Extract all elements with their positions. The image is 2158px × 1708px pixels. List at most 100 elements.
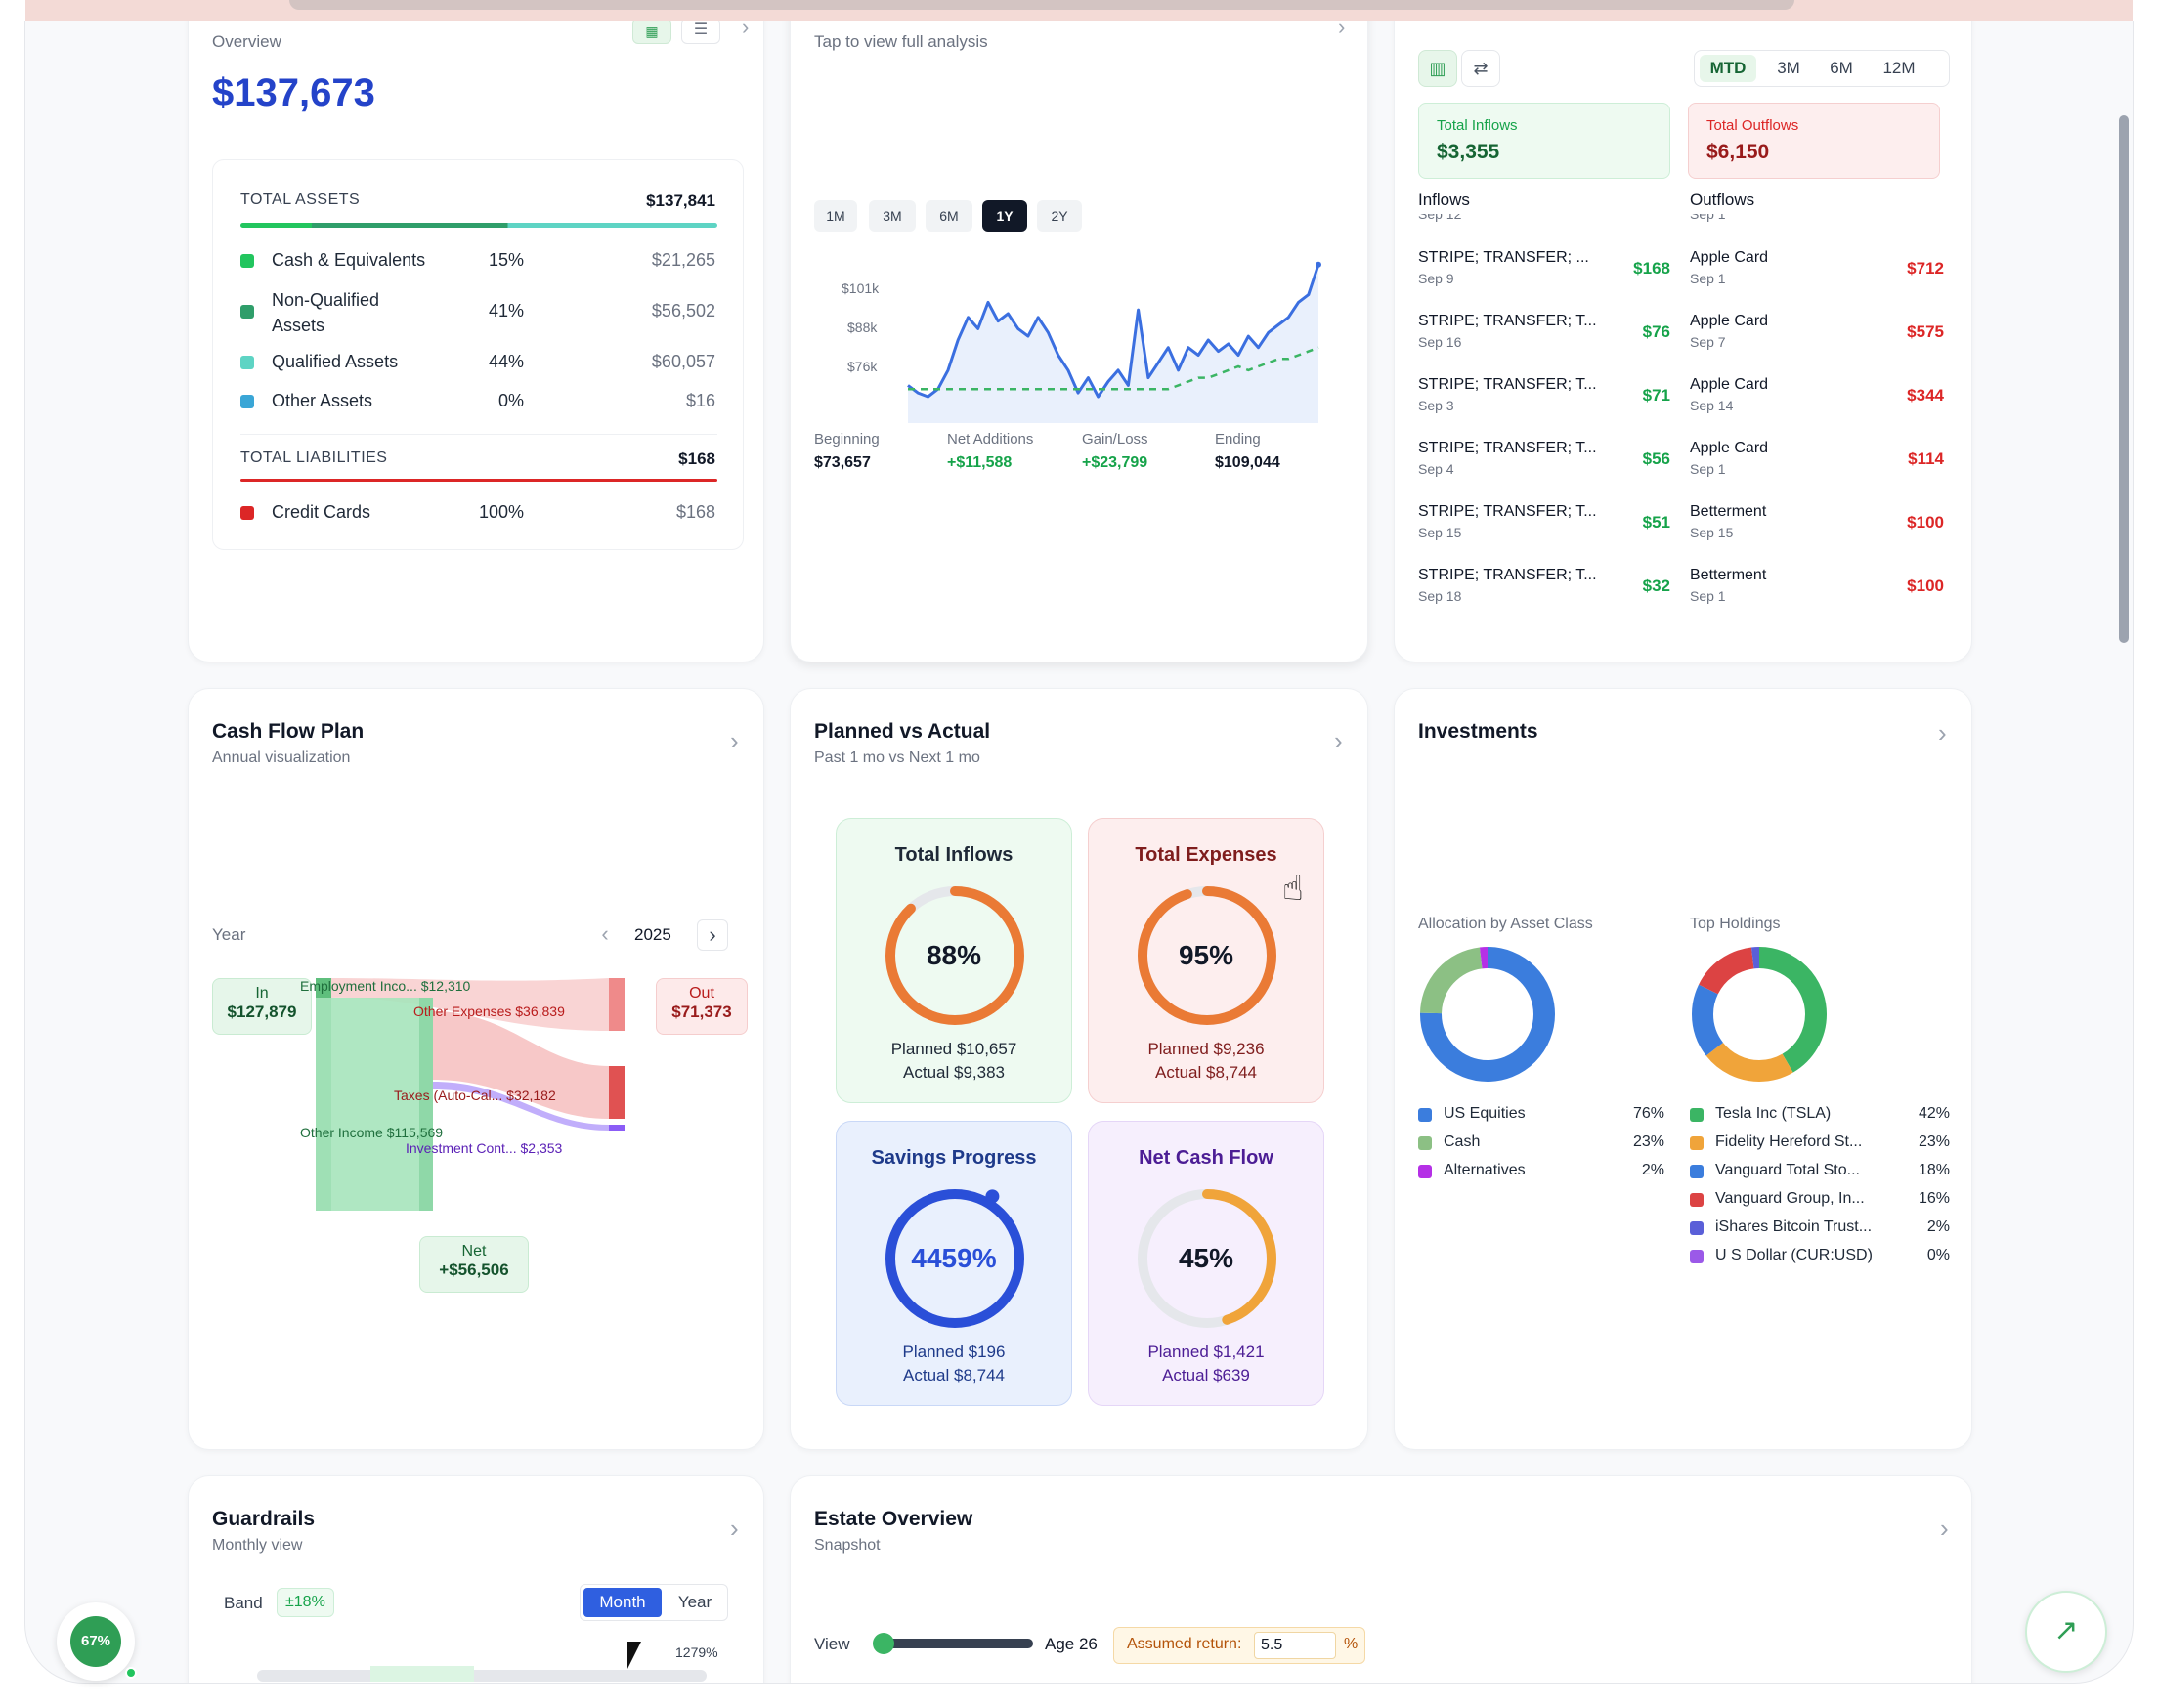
performance-card[interactable]: Tap to view full analysis › 1M 3M 6M 1Y … [790, 21, 1368, 662]
sankey-diagram[interactable] [316, 972, 648, 1226]
chevron-right-icon[interactable]: › [1334, 726, 1343, 755]
inflow-name: STRIPE; TRANSFER; T... [1418, 376, 1597, 393]
age-label: Age 26 [1045, 1635, 1098, 1653]
swap-toggle[interactable]: ⇄ [1461, 50, 1500, 87]
pva-tile-details: Planned $1,421 Actual $639 [1089, 1341, 1323, 1388]
legend-swatch [240, 305, 254, 319]
holding-slice-1 [1692, 947, 1827, 1082]
pva-ring-chart [1138, 886, 1276, 1025]
cashflow-plan-card[interactable]: Cash Flow Plan Annual visualization › Ye… [188, 688, 764, 1450]
overview-card[interactable]: Overview ▦ ☰ › $137,673 TOTAL ASSETS $13… [188, 21, 764, 662]
chevron-right-icon[interactable]: › [1938, 718, 1947, 747]
card-title: Planned vs Actual [814, 720, 991, 743]
assumed-return-unit: % [1344, 1636, 1359, 1652]
progress-badge[interactable]: 67% [57, 1602, 137, 1681]
outflow-amount: $344 [1907, 386, 1944, 405]
bar-chart-toggle[interactable]: ▥ [1418, 50, 1457, 87]
asset-value: $56,502 [651, 301, 715, 320]
performance-subtitle: Tap to view full analysis [814, 32, 988, 51]
address-bar[interactable] [289, 0, 1794, 10]
sankey-node-investment [609, 1125, 625, 1131]
estate-overview-card[interactable]: Estate Overview Snapshot › View Age 26 A… [790, 1475, 1972, 1683]
performance-line-chart[interactable] [900, 257, 1326, 423]
asset-value: $21,265 [651, 250, 715, 270]
month-toggle-button[interactable]: Month [583, 1588, 662, 1617]
asset-pct: 15% [489, 250, 525, 270]
stat-label: Gain/Loss [1082, 431, 1148, 448]
outflow-name: Apple Card [1690, 440, 1769, 456]
next-year-button[interactable]: › [697, 919, 728, 951]
inflows-heading: Inflows [1418, 191, 1470, 209]
range-1y-button[interactable]: 1Y [982, 200, 1027, 232]
list-view-button[interactable]: ☰ [681, 21, 720, 44]
scrollbar-thumb[interactable] [2119, 115, 2129, 643]
liabilities-heading: TOTAL LIABILITIES [240, 449, 388, 466]
pva-ring-chart [1138, 1189, 1276, 1328]
holdings-donut-chart[interactable] [1690, 945, 1829, 1084]
outflow-date: Sep 1 [1690, 461, 1726, 477]
pva-tile[interactable]: Net Cash Flow 45% Planned $1,421 Actual $63… [1088, 1121, 1324, 1406]
outflow-name: Betterment [1690, 567, 1767, 583]
grid-view-button[interactable]: ▦ [632, 21, 671, 44]
holding-name: Vanguard Group, In... [1715, 1190, 1865, 1207]
asset-name-line2: Assets [272, 316, 325, 335]
outflows-heading: Outflows [1690, 191, 1755, 209]
pva-actual: Actual $639 [1162, 1366, 1250, 1385]
sankey-node-employment [316, 978, 331, 998]
range-3m-button[interactable]: 3M [1777, 59, 1800, 77]
ring-overflow-dot [985, 1189, 1000, 1204]
age-slider-thumb[interactable] [873, 1633, 894, 1654]
legend-swatch [1690, 1221, 1704, 1235]
range-3m-button[interactable]: 3M [869, 200, 916, 232]
guardrails-card[interactable]: Guardrails Monthly view › Band ±18% Mont… [188, 1475, 764, 1683]
legend-swatch [1418, 1108, 1432, 1122]
flow-label-other-expenses: Other Expenses $36,839 [413, 1003, 565, 1019]
year-toggle-button[interactable]: Year [677, 1593, 712, 1611]
pva-tile[interactable]: Total Inflows 88% Planned $10,657 Actual $9… [836, 818, 1072, 1103]
pva-tile[interactable]: Savings Progress 4459% Planned $196 Actual … [836, 1121, 1072, 1406]
chevron-right-icon[interactable]: › [730, 726, 739, 755]
status-dot [125, 1667, 137, 1679]
transactions-scroll-area[interactable]: Sep 12 Sep 1 STRIPE; TRANSFER; ... Sep 9 $… [1418, 214, 1950, 634]
chevron-right-icon[interactable]: › [1338, 21, 1346, 39]
sankey-flow-to-expenses [331, 978, 609, 1031]
guardrail-track[interactable] [257, 1670, 707, 1682]
inflow-date: Sep 16 [1418, 334, 1462, 350]
line-area-fill [908, 264, 1318, 423]
sankey-node-middle [419, 998, 433, 1211]
card-title: Cash Flow Plan [212, 720, 365, 743]
age-slider-track[interactable] [879, 1639, 1033, 1648]
inflow-date: Sep 18 [1418, 588, 1462, 604]
asset-name-line1: Non-Qualified [272, 290, 380, 310]
planned-vs-actual-card[interactable]: Planned vs Actual Past 1 mo vs Next 1 mo… [790, 688, 1368, 1450]
stat-label: Ending [1215, 431, 1261, 448]
range-1m-button[interactable]: 1M [814, 200, 857, 232]
investments-card[interactable]: Investments › Allocation by Asset Class … [1394, 688, 1972, 1450]
assumed-return-input[interactable] [1254, 1632, 1336, 1659]
range-mtd-button[interactable]: MTD [1700, 55, 1756, 82]
pva-tile[interactable]: Total Expenses 95% Planned $9,236 Actual $8… [1088, 818, 1324, 1103]
expand-fab[interactable]: ↗ [2025, 1591, 2107, 1673]
cashflow-summary-card[interactable]: ▥ ⇄ MTD 3M 6M 12M Total Inflows $3,355 T… [1394, 21, 1972, 662]
chevron-right-icon[interactable]: › [742, 21, 750, 39]
liabilities-bar [240, 479, 717, 482]
chevron-right-icon[interactable]: › [1940, 1514, 1949, 1543]
asset-pct: 0% [498, 391, 525, 410]
sankey-node-expenses [609, 978, 625, 1031]
range-6m-button[interactable]: 6M [926, 200, 972, 232]
inflow-name: STRIPE; TRANSFER; T... [1418, 567, 1597, 583]
arrow-cursor-icon [627, 1642, 641, 1669]
pva-tile-details: Planned $196 Actual $8,744 [837, 1341, 1071, 1388]
asset-pct: 41% [489, 301, 525, 320]
assets-bar [240, 223, 717, 228]
card-title: Estate Overview [814, 1508, 973, 1530]
outflow-amount: $575 [1907, 322, 1944, 341]
range-12m-button[interactable]: 12M [1882, 59, 1916, 77]
ring-progress [885, 886, 1024, 1025]
prev-year-button[interactable]: ‹ [591, 919, 619, 951]
range-2y-button[interactable]: 2Y [1037, 200, 1082, 232]
inflow-value: $127,879 [227, 1003, 297, 1021]
allocation-donut-chart[interactable] [1418, 945, 1557, 1084]
range-6m-button[interactable]: 6M [1830, 59, 1853, 77]
chevron-right-icon[interactable]: › [730, 1514, 739, 1543]
